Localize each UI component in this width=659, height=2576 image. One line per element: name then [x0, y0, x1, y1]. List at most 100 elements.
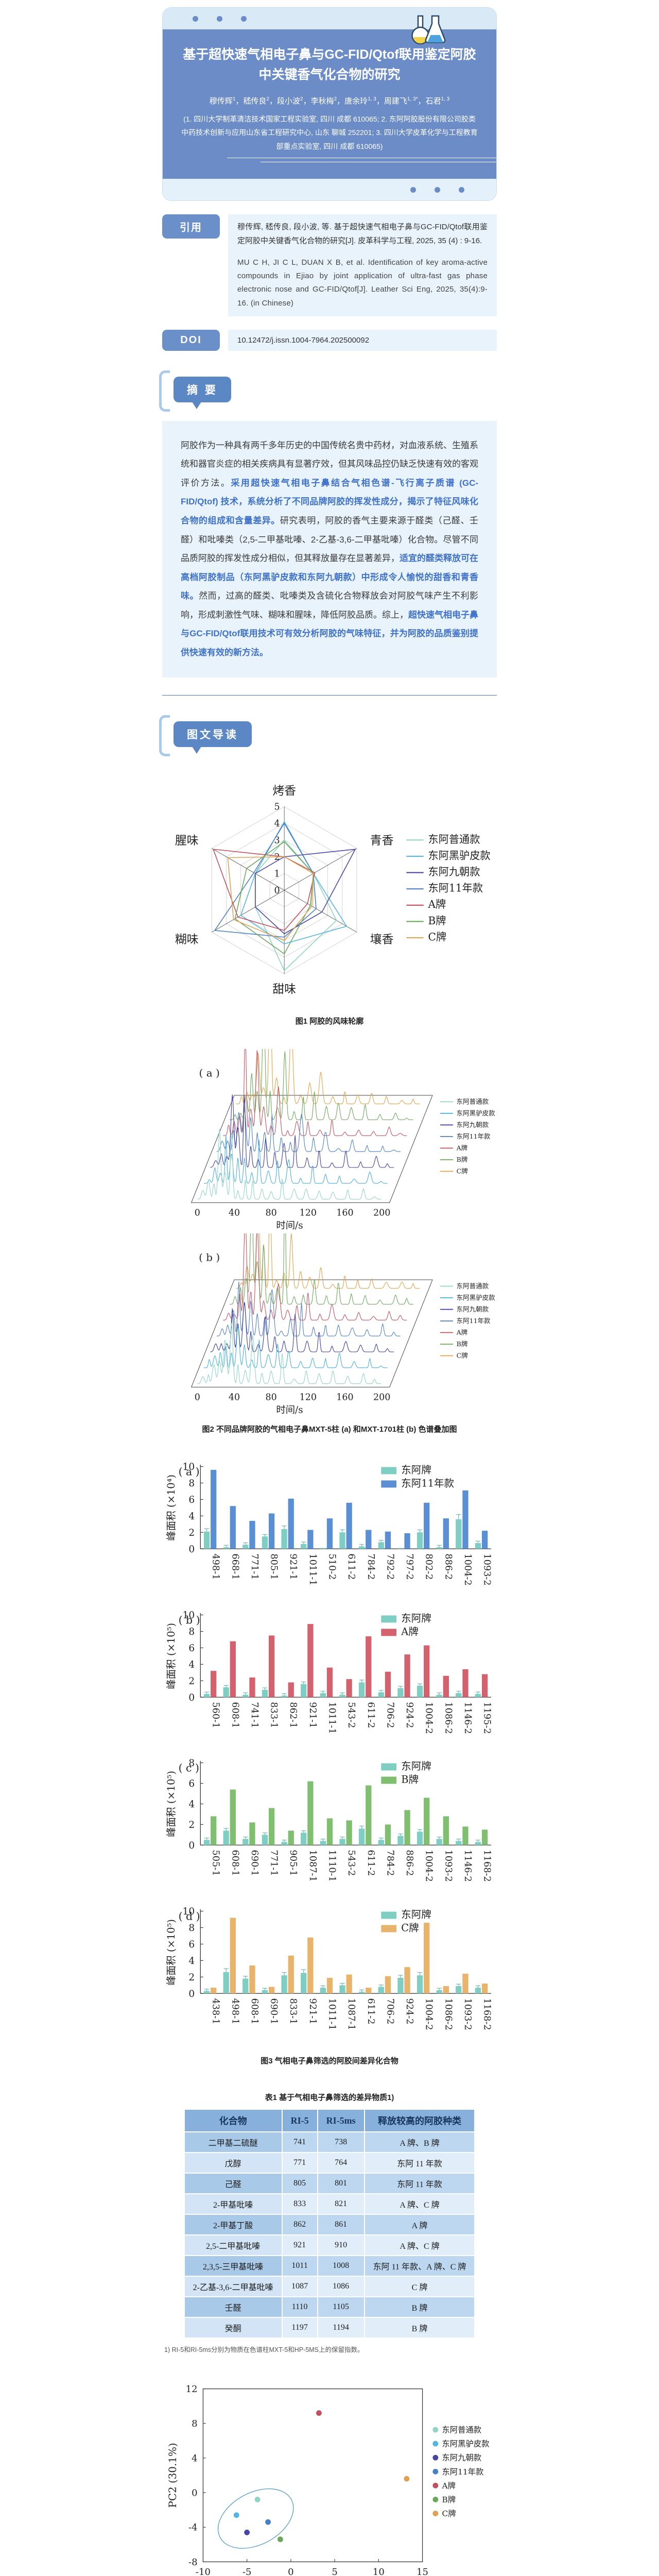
svg-text:PC2 (30.1%): PC2 (30.1%): [167, 2443, 179, 2508]
svg-text:东阿普通款: 东阿普通款: [457, 1282, 489, 1290]
svg-text:905-1: 905-1: [288, 1850, 298, 1876]
svg-text:东阿11年款: 东阿11年款: [401, 1477, 454, 1489]
svg-text:4: 4: [188, 1659, 195, 1670]
svg-text:160: 160: [336, 1208, 353, 1218]
svg-text:498-1: 498-1: [211, 1553, 221, 1580]
table-row: 2,3,5-三甲基吡嗪 1011 1008 东阿 11 年款、A 牌、C 牌: [183, 2255, 476, 2277]
svg-text:6: 6: [188, 1778, 195, 1789]
svg-text:1146-2: 1146-2: [462, 1850, 473, 1882]
svg-text:东阿黑驴皮款: 东阿黑驴皮款: [428, 850, 490, 862]
citation-label: 引用: [162, 214, 220, 239]
article-title: 基于超快速气相电子鼻与GC-FID/Qtof联用鉴定阿胶中关键香气化合物的研究: [183, 47, 476, 82]
svg-text:771-1: 771-1: [249, 1553, 259, 1580]
figure-1-caption: 图1 阿胶的风味轮廓: [295, 1017, 364, 1026]
svg-text:6: 6: [188, 1643, 195, 1654]
svg-text:烤香: 烤香: [272, 785, 296, 798]
svg-text:8: 8: [188, 1923, 195, 1934]
section-divider: [162, 695, 497, 696]
svg-text:2: 2: [188, 1972, 195, 1983]
citation-text-cn: 穆传辉, 嵇传良, 段小波, 等. 基于超快速气相电子鼻与GC-FID/Qtof…: [237, 223, 488, 245]
table-row: 己醛 805 801 东阿 11 年款: [183, 2173, 476, 2195]
svg-text:1087-1: 1087-1: [307, 1850, 318, 1882]
svg-text:706-2: 706-2: [385, 1998, 395, 2025]
svg-text:921-1: 921-1: [307, 1998, 318, 2025]
svg-text:东阿普通款: 东阿普通款: [457, 1098, 489, 1106]
svg-text:120: 120: [300, 1208, 317, 1218]
decor-dot: [459, 187, 464, 193]
svg-text:东阿牌: 东阿牌: [401, 1909, 431, 1921]
svg-text:0: 0: [188, 1692, 195, 1703]
authors: 穆传辉1，嵇传良2，段小波2，李秋梅2，唐余玲1, 3，周建飞1, 3*，石君1…: [209, 96, 450, 106]
svg-text:802-2: 802-2: [424, 1553, 434, 1580]
table-row: 癸酮 1197 1194 B 牌: [183, 2317, 476, 2339]
svg-text:690-1: 690-1: [269, 1998, 279, 2025]
card-top-strip: [163, 8, 496, 29]
svg-text:4: 4: [274, 819, 280, 829]
svg-text:东阿牌: 东阿牌: [401, 1612, 431, 1624]
svg-text:时间/s: 时间/s: [276, 1220, 303, 1231]
svg-text:东阿九朝款: 东阿九朝款: [428, 866, 480, 878]
figure-2-caption: 图2 不同品牌阿胶的气相电子鼻MXT-5柱 (a) 和MXT-1701柱 (b)…: [202, 1425, 457, 1434]
section-bubble-abstract: 摘 要: [174, 376, 231, 409]
svg-text:120: 120: [300, 1393, 317, 1403]
svg-text:5: 5: [332, 2567, 337, 2576]
svg-text:4: 4: [192, 2453, 197, 2464]
svg-text:0: 0: [188, 1840, 195, 1851]
svg-text:-5: -5: [242, 2567, 252, 2576]
svg-text:1004-2: 1004-2: [424, 1998, 434, 2030]
svg-text:12: 12: [186, 2384, 198, 2395]
svg-text:0: 0: [188, 1989, 195, 1999]
svg-text:921-1: 921-1: [288, 1553, 298, 1580]
svg-text:B牌: B牌: [457, 1341, 468, 1348]
decor-dot: [193, 15, 198, 22]
svg-text:1093-2: 1093-2: [462, 1998, 473, 2030]
bar-panel-b: 0 2 4 6 8 10 峰面积 (×10⁵) 560-1 608-1 741-1 833-1 862…: [165, 1610, 492, 1734]
svg-text:东阿11年款: 东阿11年款: [457, 1132, 491, 1140]
svg-text:糊味: 糊味: [175, 934, 199, 947]
svg-text:8: 8: [188, 1758, 195, 1769]
svg-text:C牌: C牌: [442, 2509, 456, 2518]
svg-text:8: 8: [192, 2418, 197, 2429]
doi-row: DOI 10.12472/j.issn.1004-7964.202500092: [162, 329, 497, 351]
svg-text:200: 200: [373, 1208, 390, 1218]
svg-text:611-2: 611-2: [366, 1702, 376, 1728]
section-bubble-guide: 图文导读: [174, 721, 252, 754]
abstract-panel: 阿胶作为一种具有两千多年历史的中国传统名贵中药材，对血液系统、生殖系统和器官炎症…: [162, 420, 497, 678]
svg-text:C牌: C牌: [428, 931, 446, 943]
svg-text:A牌: A牌: [441, 2481, 455, 2490]
svg-text:1087-1: 1087-1: [346, 1998, 356, 2030]
svg-text:706-2: 706-2: [385, 1702, 395, 1728]
svg-text:8: 8: [188, 1626, 195, 1637]
decor-dot: [217, 15, 222, 22]
svg-text:东阿九朝款: 东阿九朝款: [457, 1121, 489, 1129]
svg-text:1110-1: 1110-1: [327, 1850, 337, 1882]
svg-text:608-1: 608-1: [249, 1998, 259, 2025]
figure-3-bar-panels: 0 2 4 6 8 10 峰面积 (×10⁴) 498-1 668-1 771-1 805-1 921…: [162, 1457, 497, 2066]
svg-text:东阿九朝款: 东阿九朝款: [457, 1306, 489, 1313]
svg-text:611-2: 611-2: [366, 1850, 376, 1876]
svg-text:东阿牌: 东阿牌: [401, 1760, 431, 1772]
svg-text:东阿黑驴皮款: 东阿黑驴皮款: [457, 1294, 495, 1302]
svg-text:608-1: 608-1: [230, 1702, 240, 1728]
svg-text:0: 0: [288, 2567, 293, 2576]
table-row: 2-甲基吡嗪 833 821 A 牌、C 牌: [183, 2193, 476, 2215]
svg-text:10: 10: [183, 1610, 195, 1621]
svg-text:2: 2: [188, 1820, 195, 1831]
svg-text:80: 80: [266, 1208, 277, 1218]
bracket-decor-icon: [159, 370, 170, 412]
svg-text:1011-1: 1011-1: [327, 1702, 337, 1734]
svg-text:B牌: B牌: [401, 1774, 419, 1786]
svg-text:1093-2: 1093-2: [443, 1850, 453, 1882]
table-1-block: 表1 基于气相电子鼻筛选的差异物质1) 化合物 RI-5 RI-5ms 释放较高的阿胶…: [162, 2092, 497, 2355]
svg-text:40: 40: [229, 1208, 240, 1218]
svg-text:1004-2: 1004-2: [462, 1553, 473, 1585]
svg-text:A牌: A牌: [401, 1625, 419, 1637]
svg-text:1086-2: 1086-2: [443, 1702, 453, 1734]
svg-text:160: 160: [336, 1393, 353, 1403]
svg-text:690-1: 690-1: [249, 1850, 259, 1876]
svg-text:-8: -8: [188, 2557, 198, 2568]
svg-text:-10: -10: [196, 2567, 211, 2576]
svg-text:0: 0: [195, 1393, 200, 1403]
